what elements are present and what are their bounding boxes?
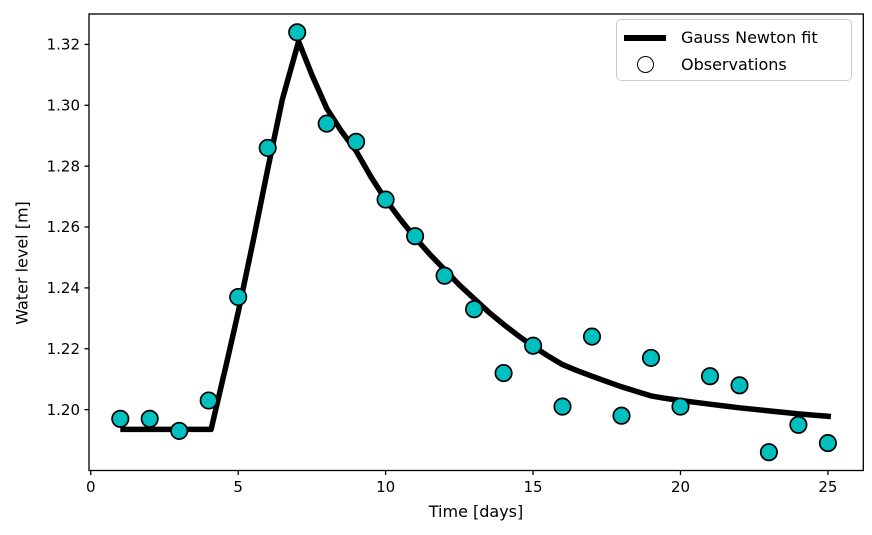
y-tick-label: 1.20 <box>47 401 80 419</box>
y-tick-label: 1.24 <box>47 279 80 297</box>
observation-point <box>730 376 749 395</box>
legend-entry-fit: Gauss Newton fit <box>617 24 851 51</box>
observation-point <box>641 348 661 367</box>
observation-point <box>465 300 484 319</box>
x-tick-label: 15 <box>524 478 543 496</box>
observation-point <box>111 409 130 428</box>
legend-label-observations: Observations <box>681 55 787 74</box>
observation-point <box>582 327 602 346</box>
y-tick-label: 1.26 <box>47 218 80 236</box>
y-axis-label: Water level [m] <box>12 201 32 325</box>
observation-point <box>435 266 454 285</box>
legend-swatch-area <box>624 34 666 41</box>
observation-point <box>347 132 366 151</box>
legend-entry-observations: Observations <box>617 51 851 78</box>
observation-point <box>789 415 808 434</box>
observation-point <box>759 443 778 462</box>
y-tick-label: 1.32 <box>47 36 80 54</box>
observation-point <box>700 367 720 386</box>
observation-point <box>524 336 543 355</box>
observation-point <box>317 114 336 133</box>
observation-point <box>553 397 572 416</box>
plot-border <box>88 13 864 472</box>
x-tick-label: 20 <box>671 478 690 496</box>
y-tick-label: 1.28 <box>47 157 80 175</box>
x-tick-label: 25 <box>818 478 837 496</box>
fit-line-swatch <box>624 34 666 41</box>
legend: Gauss Newton fit Observations <box>616 19 852 81</box>
x-tick-label: 10 <box>376 478 395 496</box>
observation-point <box>288 23 307 42</box>
observation-point <box>494 364 513 383</box>
fit-line <box>120 38 832 433</box>
observation-point <box>376 190 395 209</box>
observation-point <box>671 397 690 416</box>
observation-marker-icon <box>636 56 654 73</box>
observation-point <box>818 434 837 453</box>
observation-point <box>170 421 189 440</box>
legend-swatch-area <box>624 56 666 73</box>
observation-point <box>229 287 248 307</box>
observation-point <box>612 406 631 425</box>
legend-label-fit: Gauss Newton fit <box>681 28 818 47</box>
x-tick-label: 0 <box>86 478 96 496</box>
observation-point <box>406 227 425 246</box>
x-axis-label: Time [days] <box>428 502 524 521</box>
y-tick-label: 1.22 <box>47 340 80 358</box>
observation-point <box>199 391 218 410</box>
observation-point <box>140 409 159 428</box>
observation-point <box>258 138 277 157</box>
y-tick-label: 1.30 <box>47 97 80 115</box>
x-tick-label: 5 <box>233 478 243 496</box>
